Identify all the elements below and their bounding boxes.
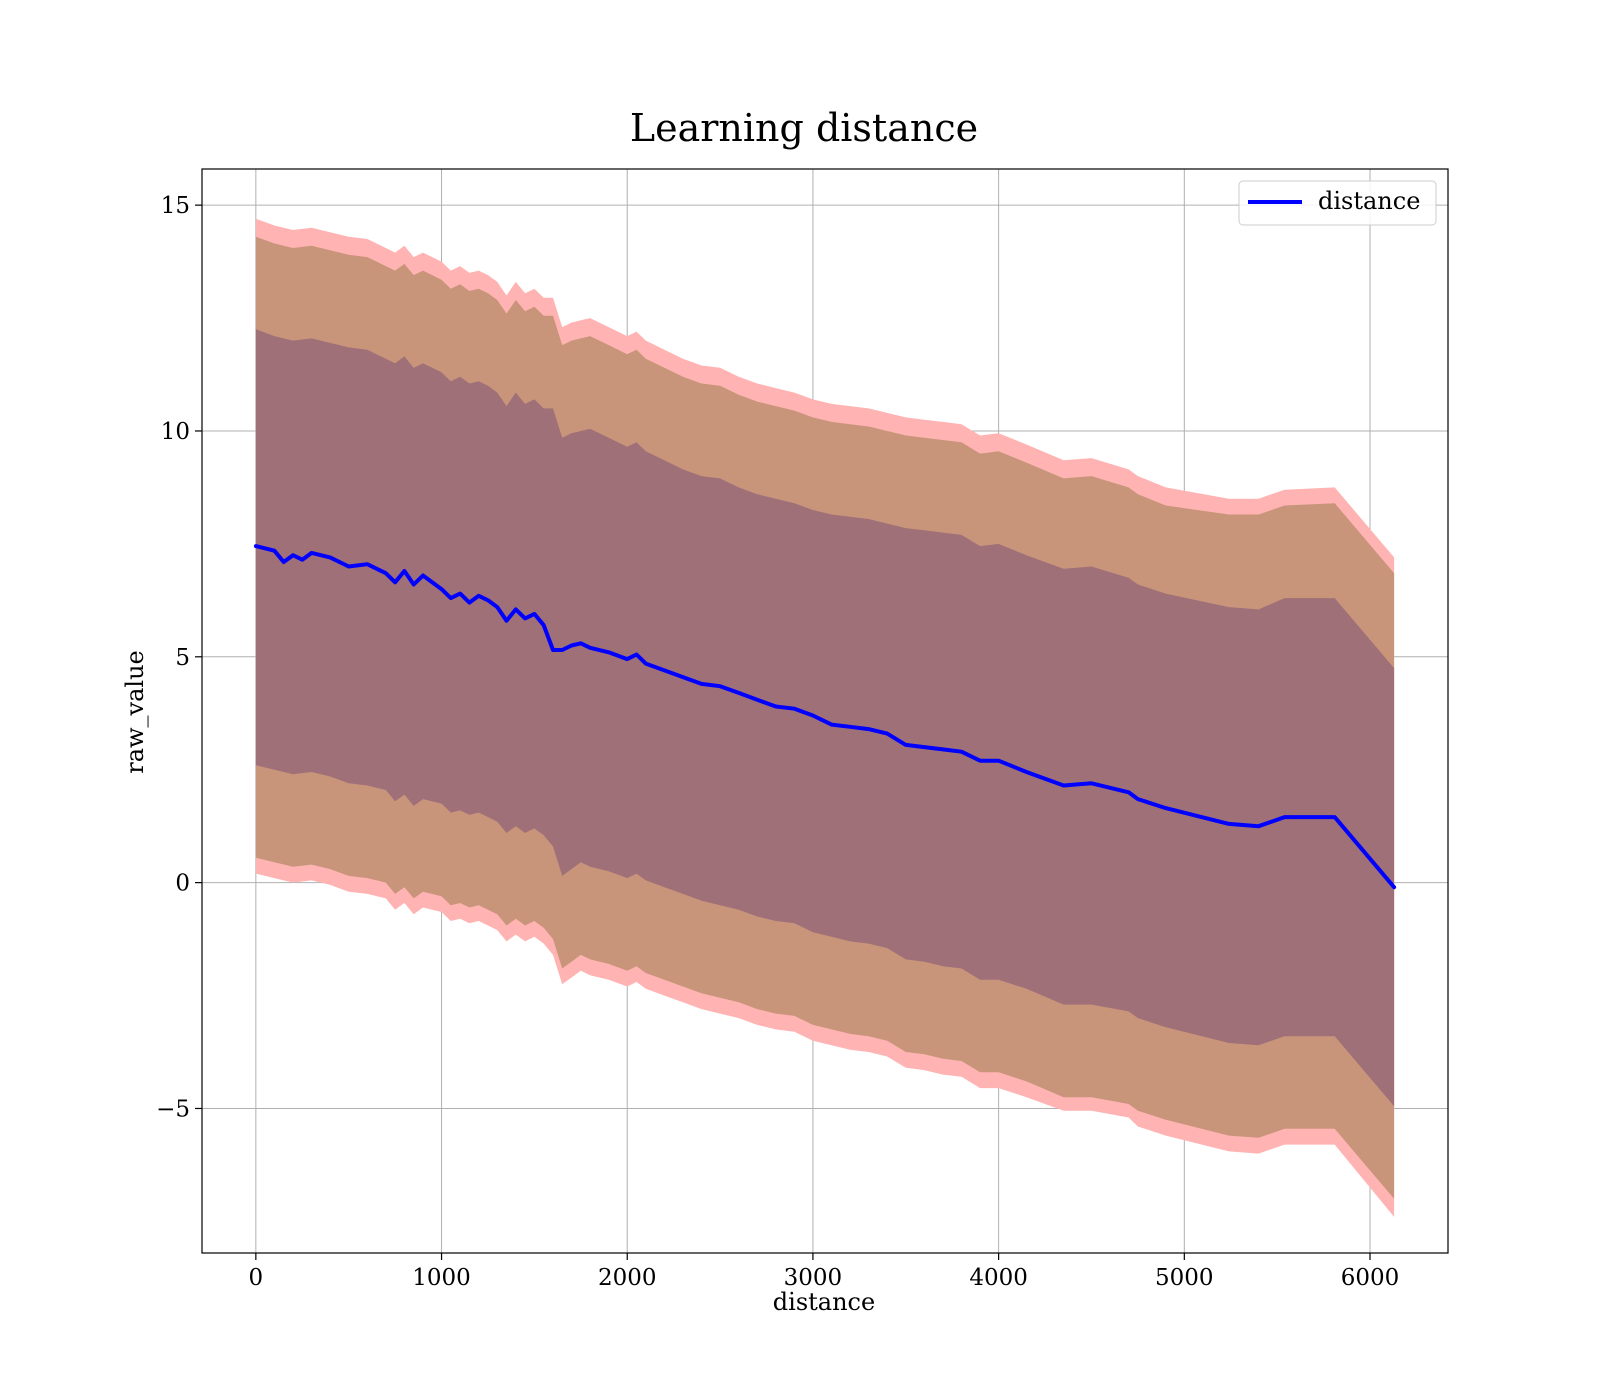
x-tick-label-0: 0	[249, 1265, 264, 1291]
band-inner	[255, 329, 1395, 1107]
x-tick-label-6: 6000	[1341, 1265, 1400, 1291]
y-tick-label-4: 15	[161, 193, 190, 219]
x-tick-label-1: 1000	[412, 1265, 471, 1291]
x-tick-label-3: 3000	[784, 1265, 843, 1291]
y-axis-label: raw_value	[121, 650, 149, 774]
confidence-bands	[255, 218, 1395, 1217]
legend: distance	[1238, 180, 1437, 226]
legend-box	[1238, 180, 1437, 226]
series-line-0	[253, 544, 1397, 890]
y-tick-label-0: −5	[156, 1096, 190, 1122]
y-axis: −5 0 5 10 15	[156, 193, 202, 1122]
x-axis: 0 1000 2000 3000 4000 5000 6000	[249, 1253, 1400, 1291]
y-tick-label-2: 5	[175, 645, 190, 671]
x-tick-label-4: 4000	[969, 1265, 1028, 1291]
series-layer	[253, 544, 1397, 890]
plot-area-frame	[201, 168, 1449, 1254]
legend-label-distance: distance	[1318, 187, 1420, 215]
chart-title: Learning distance	[630, 106, 978, 150]
x-axis-label: distance	[773, 1288, 875, 1316]
x-tick-label-2: 2000	[598, 1265, 657, 1291]
y-tick-label-1: 0	[175, 871, 190, 897]
x-tick-label-5: 5000	[1155, 1265, 1214, 1291]
y-tick-label-3: 10	[161, 419, 190, 445]
